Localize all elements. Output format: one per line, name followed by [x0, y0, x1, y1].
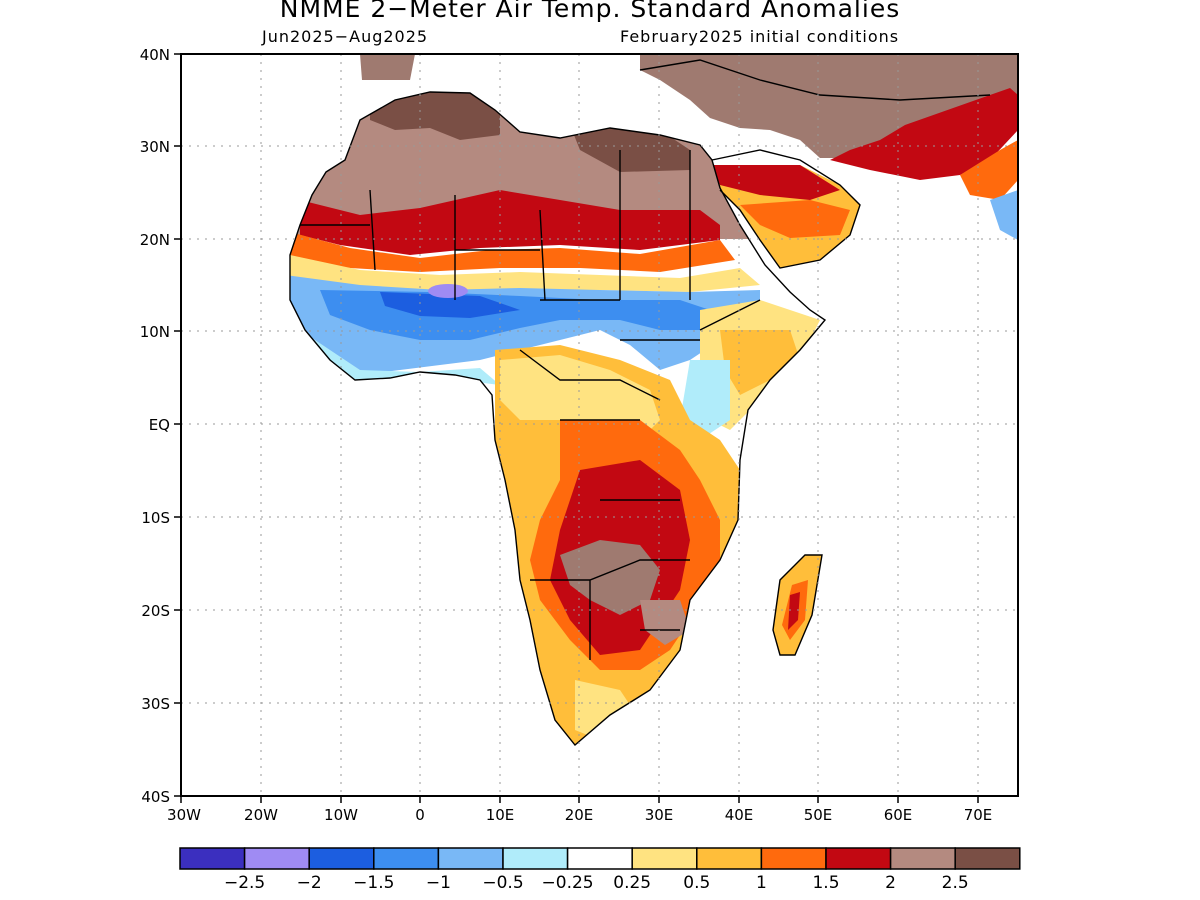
colorbar-swatch	[760, 847, 827, 870]
lat-label: 30N	[140, 138, 170, 156]
colorbar-swatch	[308, 847, 375, 870]
colorbar-label: 1	[756, 873, 767, 893]
colorbar-swatch	[243, 847, 310, 870]
lat-label: 10N	[140, 323, 170, 341]
colorbar-label: 0.25	[613, 873, 651, 893]
lat-label: 40S	[141, 788, 170, 806]
colorbar-swatch	[889, 847, 956, 870]
colorbar-label: 1.5	[812, 873, 839, 893]
map-title: NMME 2−Meter Air Temp. Standard Anomalie…	[279, 0, 901, 23]
lat-label: 20N	[140, 231, 170, 249]
colorbar-swatch	[825, 847, 892, 870]
lat-label: 10S	[141, 509, 170, 527]
initial-conditions: February2025 initial conditions	[620, 27, 900, 46]
colorbar-swatch	[179, 847, 246, 870]
longitude-labels: 30W 20W 10W 0 10E 20E 30E 40E 50E 60E 70…	[167, 806, 992, 824]
lon-label: 20E	[565, 806, 594, 824]
colorbar-label: −0.5	[482, 873, 523, 893]
lon-label: 70E	[964, 806, 993, 824]
colorbar-swatch	[696, 847, 763, 870]
lon-label: 0	[415, 806, 425, 824]
colorbar-swatch	[631, 847, 698, 870]
colorbar-swatch	[437, 847, 504, 870]
lon-label: 10W	[324, 806, 358, 824]
colorbar-label: −2	[297, 873, 322, 893]
colorbar-swatch	[373, 847, 440, 870]
colorbar	[179, 847, 1021, 870]
colorbar-labels: −2.5 −2 −1.5 −1 −0.5 −0.25 0.25 0.5 1 1.5 2 2.5	[224, 873, 969, 893]
lon-label: 10E	[486, 806, 515, 824]
country-boundaries	[289, 59, 991, 747]
map-frame	[180, 53, 1019, 797]
lat-label: 40N	[140, 46, 170, 64]
colorbar-label: −2.5	[224, 873, 265, 893]
colorbar-label: −1.5	[353, 873, 394, 893]
lat-label: EQ	[149, 416, 170, 434]
colorbar-label: −1	[426, 873, 451, 893]
lon-label: 30E	[645, 806, 674, 824]
lon-label: 20W	[244, 806, 278, 824]
latitude-labels: 40N 30N 20N 10N EQ 10S 20S 30S 40S	[140, 46, 170, 806]
lat-label: 30S	[141, 695, 170, 713]
colorbar-label: −0.25	[542, 873, 594, 893]
lon-label: 60E	[884, 806, 913, 824]
lon-label: 50E	[804, 806, 833, 824]
colorbar-label: 2.5	[942, 873, 969, 893]
lon-label: 40E	[725, 806, 754, 824]
lat-label: 20S	[141, 602, 170, 620]
forecast-period: Jun2025−Aug2025	[262, 27, 429, 46]
colorbar-swatch	[954, 847, 1021, 870]
colorbar-swatch	[502, 847, 569, 870]
colorbar-label: 0.5	[683, 873, 710, 893]
colorbar-swatch	[566, 847, 633, 870]
colorbar-label: 2	[885, 873, 896, 893]
lon-label: 30W	[167, 806, 201, 824]
graticule	[181, 54, 1018, 796]
